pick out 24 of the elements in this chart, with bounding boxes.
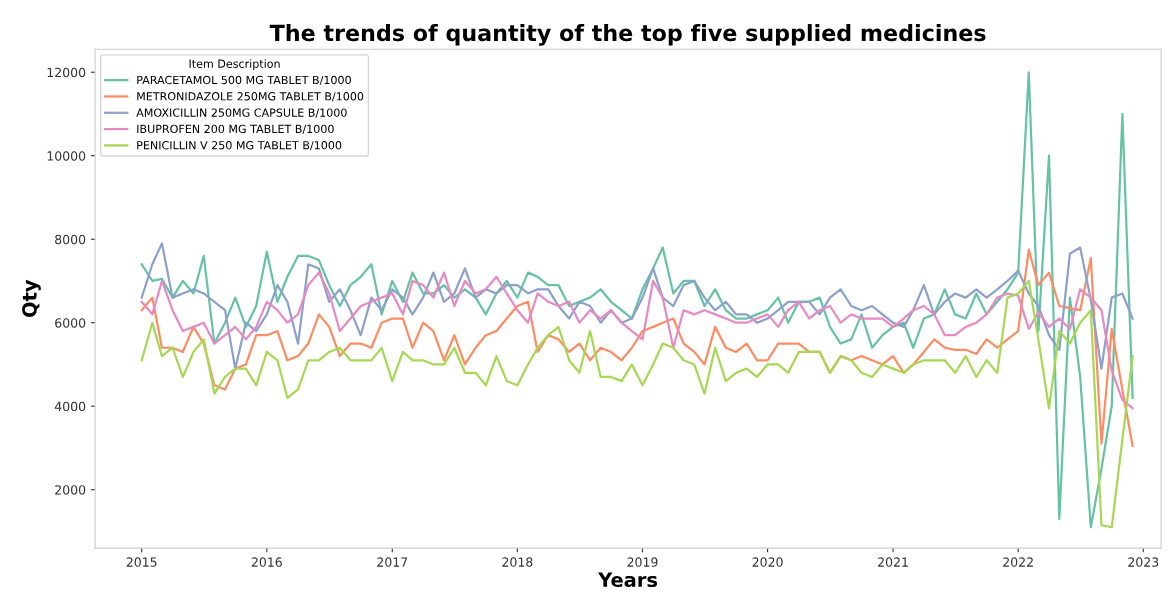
x-tick-label: 2019 bbox=[627, 557, 658, 567]
legend-label: IBUPROFEN 200 MG TABLET B/1000 bbox=[137, 124, 334, 134]
y-tick-label: 6000 bbox=[55, 318, 86, 328]
legend-label: METRONIDAZOLE 250MG TABLET B/1000 bbox=[137, 92, 364, 102]
x-tick-label: 2017 bbox=[377, 557, 408, 567]
y-tick-label: 10000 bbox=[47, 151, 86, 161]
x-tick-label: 2016 bbox=[251, 557, 282, 567]
legend-label: PARACETAMOL 500 MG TABLET B/1000 bbox=[137, 75, 351, 86]
x-tick-label: 2020 bbox=[752, 557, 783, 567]
legend-label: PENICILLIN V 250 MG TABLET B/1000 bbox=[137, 141, 342, 151]
legend-title: Item Description bbox=[189, 59, 280, 71]
y-axis-title: Qty bbox=[22, 279, 41, 317]
x-tick-label: 2023 bbox=[1128, 557, 1159, 567]
legend-label: AMOXICILLIN 250MG CAPSULE B/1000 bbox=[136, 108, 347, 118]
x-tick-label: 2018 bbox=[502, 557, 533, 567]
y-tick-label: 8000 bbox=[55, 234, 86, 245]
y-tick-label: 4000 bbox=[54, 401, 86, 412]
x-tick-label: 2015 bbox=[126, 557, 157, 567]
x-axis-title: Years bbox=[598, 572, 658, 588]
y-tick-label: 2000 bbox=[55, 485, 86, 495]
y-tick-label: 12000 bbox=[47, 67, 86, 78]
x-tick-label: 2021 bbox=[878, 557, 908, 567]
x-tick-label: 2022 bbox=[1003, 557, 1033, 567]
chart-title: The trends of quantity of the top five supplied medicines bbox=[269, 24, 986, 46]
